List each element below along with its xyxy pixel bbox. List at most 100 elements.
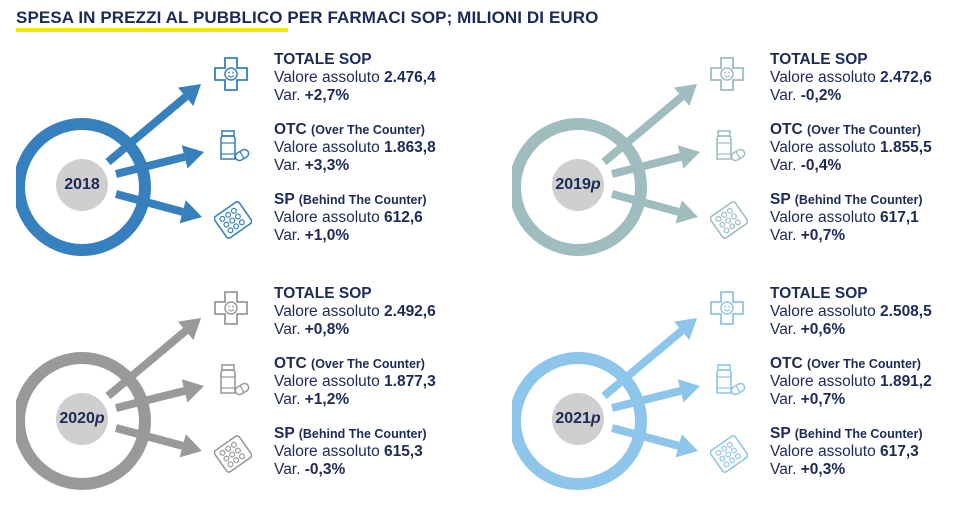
- year-disc: [56, 393, 108, 445]
- arrow-sp: [114, 190, 202, 224]
- metric-variation: -0,3%: [304, 461, 346, 478]
- metric-value: 2.508,5: [880, 303, 932, 320]
- metric-value: 1.891,2: [880, 373, 932, 390]
- year-ring: [16, 118, 151, 256]
- year-disc: [552, 393, 604, 445]
- metric-name: OTC (Over The Counter): [770, 355, 921, 372]
- metric-block: OTC (Over The Counter) Valore assoluto 1.…: [770, 121, 932, 175]
- pill-blister-icon: [709, 201, 749, 244]
- metric-variation-line: Var. +0,6%: [770, 321, 846, 338]
- year-label: 2019p: [555, 176, 601, 193]
- metric-value-line: Valore assoluto 617,3: [770, 443, 919, 460]
- arrow-sp: [114, 424, 202, 458]
- metric-variation-line: Var. +3,3%: [274, 157, 350, 174]
- metric-name: TOTALE SOP: [274, 51, 372, 68]
- year-ring: [512, 118, 647, 256]
- year-panel-2020: 2020p TOTALE SOP Valore assoluto 2.492,6 V…: [16, 278, 486, 508]
- title-underline: [16, 28, 288, 32]
- metric-variation: +2,7%: [304, 87, 350, 104]
- metric-value: 1.855,5: [880, 139, 932, 156]
- metric-variation-line: Var. +1,2%: [274, 391, 350, 408]
- panel-graphic: [512, 318, 700, 490]
- arrow-otc: [115, 379, 204, 412]
- metric-block: TOTALE SOP Valore assoluto 2.476,4 Var. +2…: [274, 51, 436, 105]
- metric-variation: +0,7%: [800, 227, 846, 244]
- metric-value-line: Valore assoluto 2.492,6: [274, 303, 436, 320]
- metric-variation-line: Var. +0,7%: [770, 391, 846, 408]
- metric-value: 612,6: [384, 209, 423, 226]
- metric-subtitle: (Over The Counter): [311, 123, 425, 137]
- metric-name: SP (Behind The Counter): [770, 191, 923, 208]
- metric-variation-line: Var. -0,4%: [770, 157, 842, 174]
- metric-block: OTC (Over The Counter) Valore assoluto 1.…: [770, 355, 932, 409]
- metric-name: SP (Behind The Counter): [274, 425, 427, 442]
- metric-variation: +0,6%: [800, 321, 846, 338]
- metric-name: TOTALE SOP: [274, 285, 372, 302]
- metric-name: OTC (Over The Counter): [770, 121, 921, 138]
- pharmacy-cross-icon: [213, 290, 249, 331]
- page-title: SPESA IN PREZZI AL PUBBLICO PER FARMACI …: [16, 8, 599, 27]
- metric-variation-line: Var. +0,7%: [770, 227, 846, 244]
- metric-value: 1.877,3: [384, 373, 436, 390]
- metric-variation: +1,0%: [304, 227, 350, 244]
- arrow-otc: [611, 145, 700, 178]
- metric-value: 617,1: [880, 209, 919, 226]
- year-panel-2019: 2019p TOTALE SOP Valore assoluto 2.472,6 V…: [512, 44, 959, 274]
- pill-blister-icon: [709, 435, 749, 478]
- metric-block: SP (Behind The Counter) Valore assoluto 6…: [770, 191, 922, 245]
- metric-value-line: Valore assoluto 617,1: [770, 209, 919, 226]
- metric-subtitle: (Behind The Counter): [794, 193, 923, 207]
- metric-block: TOTALE SOP Valore assoluto 2.472,6 Var. -0…: [770, 51, 932, 105]
- arrow-sp: [610, 190, 698, 224]
- metric-value-line: Valore assoluto 615,3: [274, 443, 423, 460]
- year-disc: [552, 159, 604, 211]
- metric-value: 615,3: [384, 443, 423, 460]
- metric-variation-line: Var. +2,7%: [274, 87, 350, 104]
- year-disc: [56, 159, 108, 211]
- metric-subtitle: (Over The Counter): [807, 123, 921, 137]
- metric-value-line: Valore assoluto 612,6: [274, 209, 423, 226]
- metric-block: TOTALE SOP Valore assoluto 2.492,6 Var. +0…: [274, 285, 436, 339]
- metric-subtitle: (Behind The Counter): [794, 427, 923, 441]
- metric-name: OTC (Over The Counter): [274, 355, 425, 372]
- metric-subtitle: (Behind The Counter): [298, 427, 427, 441]
- metric-variation: -0,4%: [800, 157, 842, 174]
- arrow-totale: [105, 84, 201, 166]
- metric-value-line: Valore assoluto 2.476,4: [274, 69, 436, 86]
- metric-variation-line: Var. -0,2%: [770, 87, 842, 104]
- metric-variation: +3,3%: [304, 157, 350, 174]
- medicine-bottle-icon: [216, 128, 252, 169]
- metric-value-line: Valore assoluto 2.472,6: [770, 69, 932, 86]
- year-panel-2021: 2021p TOTALE SOP Valore assoluto 2.508,5 V…: [512, 278, 959, 508]
- metric-block: OTC (Over The Counter) Valore assoluto 1.…: [274, 121, 436, 175]
- year-ring: [16, 352, 151, 490]
- metric-value-line: Valore assoluto 1.855,5: [770, 139, 932, 156]
- medicine-bottle-icon: [216, 362, 252, 403]
- metric-name: SP (Behind The Counter): [274, 191, 427, 208]
- metric-value-line: Valore assoluto 1.877,3: [274, 373, 436, 390]
- arrow-totale: [601, 84, 697, 166]
- medicine-bottle-icon: [712, 128, 748, 169]
- panel-graphic: [16, 84, 204, 256]
- pharmacy-cross-icon: [213, 56, 249, 97]
- metric-variation: +1,2%: [304, 391, 350, 408]
- metric-name: SP (Behind The Counter): [770, 425, 923, 442]
- metric-name: TOTALE SOP: [770, 285, 868, 302]
- metric-block: TOTALE SOP Valore assoluto 2.508,5 Var. +0…: [770, 285, 932, 339]
- year-label: 2021p: [555, 410, 601, 427]
- metric-value: 617,3: [880, 443, 919, 460]
- panel-graphic: [16, 318, 204, 490]
- metric-variation-line: Var. -0,3%: [274, 461, 346, 478]
- metric-value: 2.472,6: [880, 69, 932, 86]
- metric-value-line: Valore assoluto 2.508,5: [770, 303, 932, 320]
- metric-variation: +0,8%: [304, 321, 350, 338]
- metric-variation: -0,2%: [800, 87, 842, 104]
- metric-block: SP (Behind The Counter) Valore assoluto 6…: [274, 191, 426, 245]
- arrow-totale: [601, 318, 697, 400]
- metric-variation-line: Var. +1,0%: [274, 227, 350, 244]
- panel-graphic: [512, 84, 700, 256]
- metric-variation: +0,7%: [800, 391, 846, 408]
- pill-blister-icon: [213, 201, 253, 244]
- arrow-otc: [611, 379, 700, 412]
- metric-value: 1.863,8: [384, 139, 436, 156]
